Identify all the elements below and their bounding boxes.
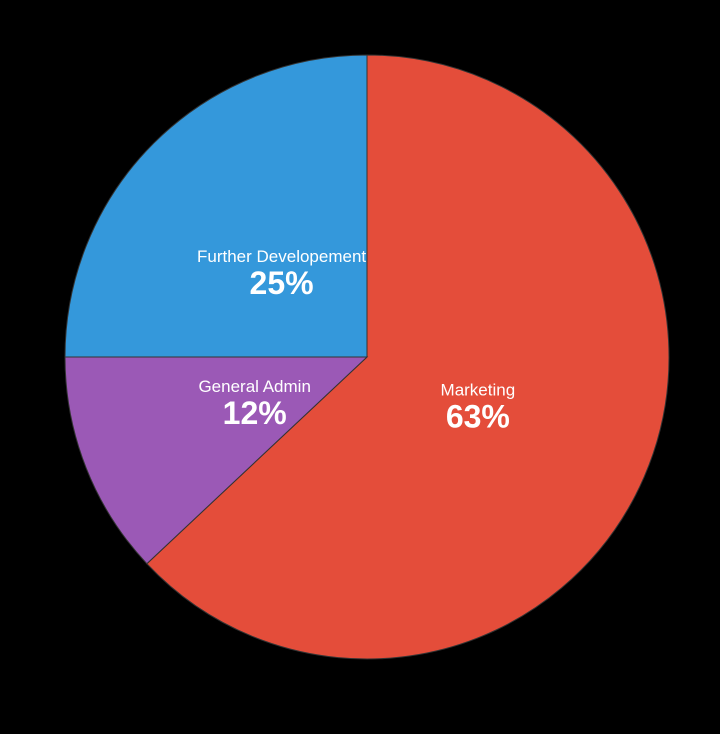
pie-slice [64,54,368,358]
slice-value: 12% [223,395,287,431]
pie-slice [146,54,670,660]
pie-slice [64,356,369,565]
slice-label: Marketing [441,380,516,399]
slice-value: 63% [446,398,510,434]
slice-label: Further Developement [197,247,366,266]
slice-value: 25% [250,265,314,301]
slice-label: General Admin [198,377,310,396]
